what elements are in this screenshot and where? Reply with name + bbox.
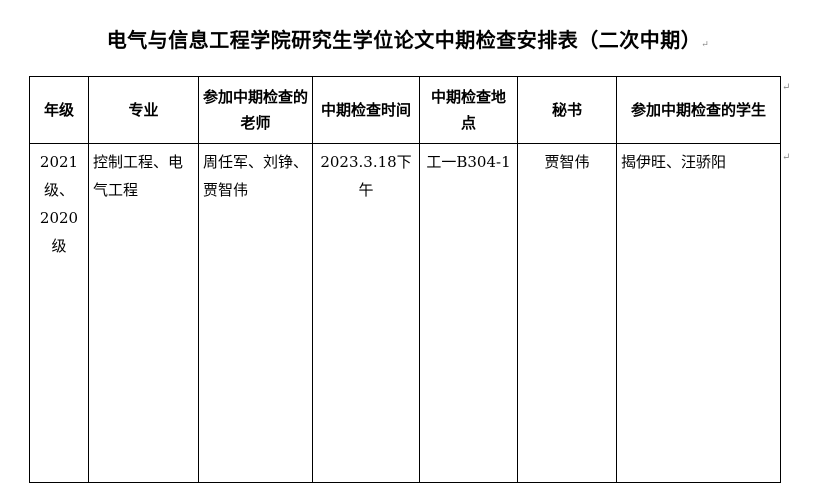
cell-major: 控制工程、电气工程	[88, 143, 199, 483]
cell-time: 2023.3.18下午	[312, 143, 420, 483]
row-end-mark: ↵	[782, 82, 791, 93]
cell-students: 揭伊旺、汪骄阳	[616, 143, 781, 483]
schedule-table: 年级 专业 参加中期检查的老师 中期检查时间 中期检查地点 秘书 参加中期检查的…	[29, 76, 781, 483]
header-students: 参加中期检查的学生	[616, 76, 781, 144]
cell-teachers: 周任军、刘铮、贾智伟	[198, 143, 313, 483]
document-title: 电气与信息工程学院研究生学位论文中期检查安排表（二次中期）↵	[106, 28, 710, 52]
header-teachers: 参加中期检查的老师	[198, 76, 313, 144]
header-location: 中期检查地点	[419, 76, 518, 144]
table-row: 2021级、2020级 控制工程、电气工程 周任军、刘铮、贾智伟 2023.3.…	[29, 143, 781, 483]
header-time: 中期检查时间	[312, 76, 420, 144]
table-header-row: 年级 专业 参加中期检查的老师 中期检查时间 中期检查地点 秘书 参加中期检查的…	[29, 76, 781, 144]
cell-secretary: 贾智伟	[517, 143, 617, 483]
cell-location: 工一B304-1	[419, 143, 518, 483]
cell-grade: 2021级、2020级	[29, 143, 89, 483]
header-grade: 年级	[29, 76, 89, 144]
row-end-mark: ↵	[782, 152, 791, 163]
header-major: 专业	[88, 76, 199, 144]
header-secretary: 秘书	[517, 76, 617, 144]
